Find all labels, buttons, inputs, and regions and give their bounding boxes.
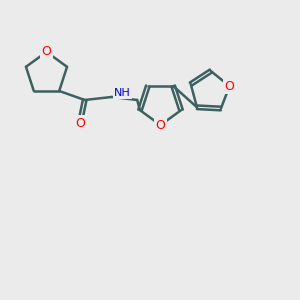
Text: NH: NH	[114, 88, 130, 98]
Text: O: O	[75, 117, 85, 130]
Text: O: O	[42, 45, 51, 58]
Text: O: O	[225, 80, 234, 93]
Text: O: O	[156, 118, 165, 132]
